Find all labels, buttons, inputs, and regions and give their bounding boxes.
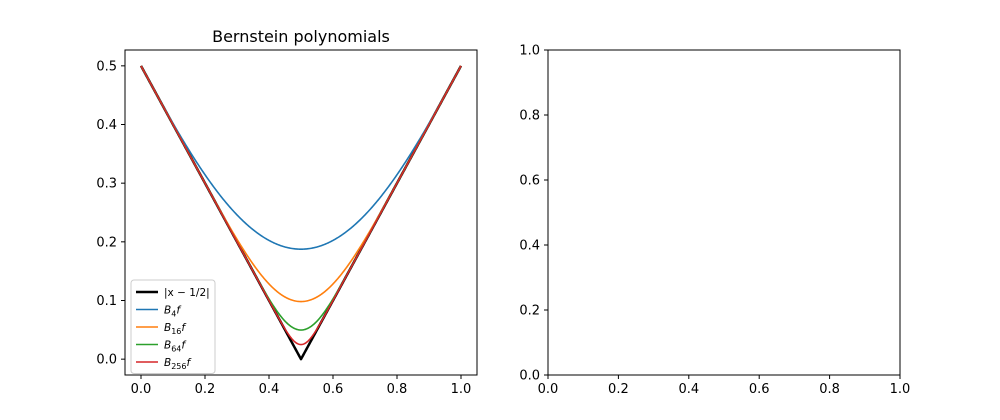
legend-label-tail: f <box>176 305 182 317</box>
y-tick-label: 0.5 <box>96 59 117 74</box>
x-tick-label: 0.8 <box>819 382 840 397</box>
right-y-ticks: 0.0 0.2 0.4 0.6 0.8 1.0 <box>519 44 548 384</box>
x-tick-label: 1.0 <box>890 382 911 397</box>
x-tick-label: 0.0 <box>131 382 152 397</box>
legend-label-tail: f <box>181 340 187 352</box>
x-tick-label: 1.0 <box>451 382 472 397</box>
y-tick-label: 0.3 <box>96 177 117 192</box>
legend-entry: |x − 1/2| <box>164 287 210 299</box>
x-tick-label: 0.6 <box>323 382 344 397</box>
x-tick-label: 0.8 <box>387 382 408 397</box>
right-axes-frame <box>547 49 901 376</box>
legend-label-main: B <box>164 340 171 352</box>
x-tick-label: 0.4 <box>678 382 699 397</box>
x-tick-label: 0.6 <box>749 382 770 397</box>
legend-label-main: B <box>164 357 171 369</box>
x-tick-label: 0.2 <box>195 382 216 397</box>
legend-label-sub: 16 <box>171 327 181 336</box>
left-axes-frame <box>124 49 478 376</box>
x-tick-label: 0.0 <box>538 382 559 397</box>
y-tick-label: 0.8 <box>519 109 540 124</box>
y-tick-label: 0.0 <box>96 353 117 368</box>
x-tick-label: 0.2 <box>608 382 629 397</box>
legend-entry: B4f <box>164 305 182 319</box>
legend-label-tail: f <box>181 322 187 334</box>
y-tick-label: 0.4 <box>519 239 540 254</box>
y-tick-label: 0.2 <box>519 304 540 319</box>
legend-label-main: B <box>164 305 171 317</box>
y-tick-label: 1.0 <box>519 44 540 59</box>
left-y-ticks: 0.0 0.1 0.2 0.3 0.4 0.5 <box>96 59 125 368</box>
legend-entry: B16f <box>164 322 187 336</box>
legend-label-main: |x − 1/2| <box>164 287 210 299</box>
right-x-ticks: 0.0 0.2 0.4 0.6 0.8 1.0 <box>538 375 911 397</box>
legend-label-sub: 64 <box>171 345 181 354</box>
left-chart-title: Bernstein polynomials <box>212 27 390 46</box>
right-axes: 0.0 0.2 0.4 0.6 0.8 1.0 0.0 0.2 0.4 0.6 0.8 1.0 <box>519 44 910 398</box>
y-tick-label: 0.4 <box>96 118 117 133</box>
legend-label-tail: f <box>187 357 193 369</box>
y-tick-label: 0.6 <box>519 174 540 189</box>
left-x-ticks: 0.0 0.2 0.4 0.6 0.8 1.0 <box>131 375 472 397</box>
legend-entry: B64f <box>164 340 187 354</box>
y-tick-label: 0.0 <box>519 369 540 384</box>
legend-entry: B256f <box>164 357 193 371</box>
series-line-b4f <box>140 65 462 250</box>
y-tick-label: 0.2 <box>96 235 117 250</box>
x-tick-label: 0.4 <box>259 382 280 397</box>
series-line-b256f <box>140 65 462 346</box>
legend-box <box>130 279 216 374</box>
legend-label-sub: 256 <box>171 362 186 371</box>
legend-label-sub: 4 <box>171 310 176 319</box>
legend-label-main: B <box>164 322 171 334</box>
y-tick-label: 0.1 <box>96 294 117 309</box>
left-plot-area <box>139 65 463 361</box>
left-axes: Bernstein polynomials 0.0 0.2 0.4 0.6 0.8 1.0… <box>96 27 478 397</box>
